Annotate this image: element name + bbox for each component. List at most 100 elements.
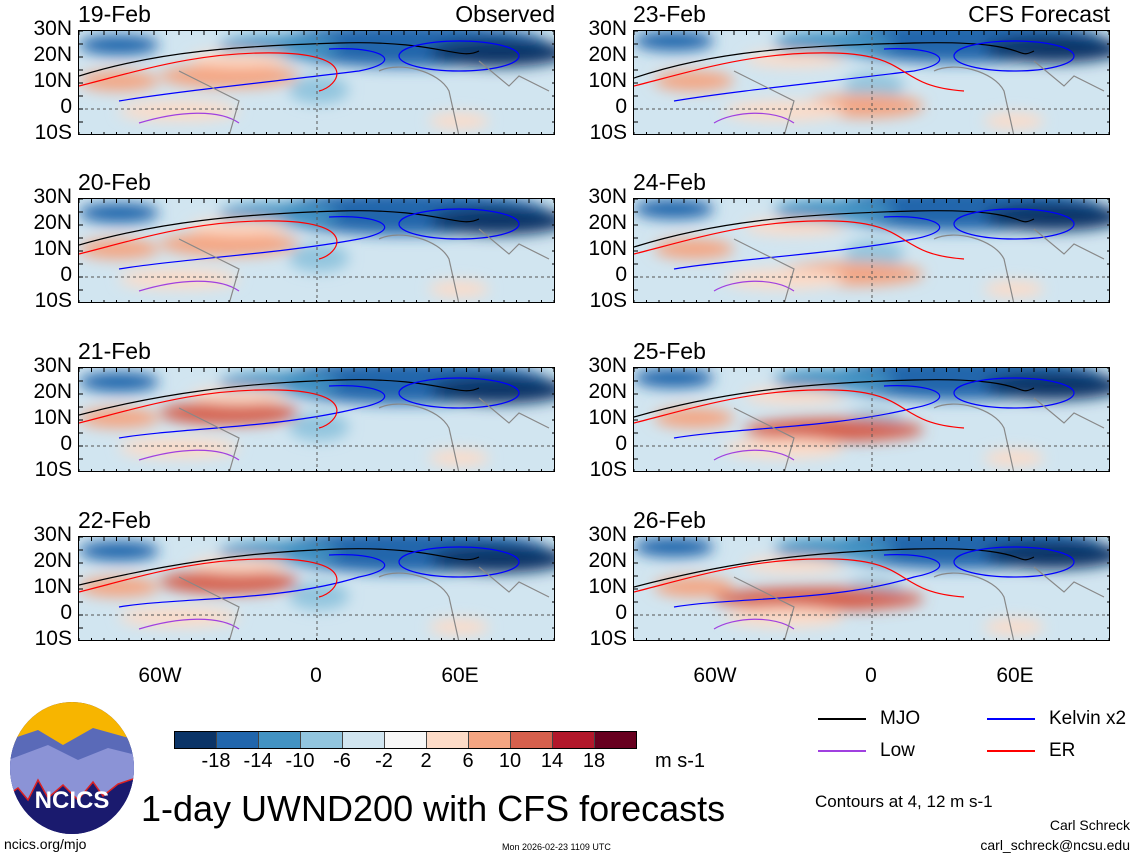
footer-timestamp: Mon 2026-02-23 1109 UTC [502,842,611,852]
wind-anomaly-blob [79,239,159,259]
lat-label: 30N [33,354,72,377]
wind-anomaly-blob [189,219,289,235]
lat-label: 0 [615,95,627,118]
low-contour [713,280,795,292]
wind-anomaly-blob [984,541,1109,569]
wind-anomaly-blob [79,408,159,428]
footer-email[interactable]: carl_schreck@ncsu.edu [980,837,1130,853]
wind-anomaly-blob [159,64,299,88]
er-contour [634,220,965,260]
wind-anomaly-blob [984,35,1109,63]
kelvin-contour [953,208,1075,240]
wind-anomaly-blob [79,71,159,91]
kelvin-contour [673,48,941,102]
wind-anomaly-blob [634,537,714,557]
map-panel [78,30,555,135]
wind-anomaly-blob [289,582,349,610]
footer-url[interactable]: ncics.org/mjo [4,836,87,852]
wind-anomaly-blob [159,232,299,256]
panel-date: 23-Feb [633,1,706,27]
lat-label: 0 [60,432,72,455]
wind-anomaly-blob [984,619,1044,635]
wind-anomaly-blob [429,376,554,404]
coastline [178,397,550,471]
lat-label: 20N [33,549,72,572]
colorbar-swatch [469,732,511,748]
coastline [733,228,1105,302]
panel-date: 20-Feb [78,169,151,195]
wind-anomaly-blob [429,545,554,573]
wind-anomaly-blob [119,607,239,627]
mjo-contour [634,210,1035,248]
colorbar-swatch [553,732,595,748]
map-panel [633,198,1110,303]
coastline [733,397,1105,471]
colorbar-tick: -18 [201,750,231,772]
kelvin-contour [118,554,386,608]
colorbar-tick: 6 [462,750,474,772]
kelvin-contour [673,554,941,608]
wind-anomaly-blob [119,101,239,121]
wind-anomaly-blob [744,219,844,235]
wind-anomaly-blob [79,577,159,597]
er-contour [79,389,338,429]
lat-label: 20N [33,43,72,66]
lon-label: 0 [865,664,877,687]
wind-anomaly-blob [79,203,159,223]
panel-title: CFS Forecast [968,1,1110,27]
wind-anomaly-blob [159,570,299,594]
low-contour [138,449,240,461]
low-contour [138,112,240,124]
wind-anomaly-blob [724,607,844,627]
lat-label: 20N [588,211,627,234]
lat-label: 10N [588,575,627,598]
kelvin-contour [118,216,386,270]
wind-anomaly-blob [429,113,489,129]
wind-anomaly-blob [79,372,159,392]
wind-anomaly-blob [289,413,349,441]
wind-anomaly-blob [774,199,894,223]
figure-title: 1-day UWND200 with CFS forecasts [141,788,726,829]
wind-anomaly-blob [654,239,734,259]
map-panel [633,367,1110,472]
er-contour [79,558,338,598]
contour-note: Contours at 4, 12 m s-1 [815,792,993,811]
panel-date: 19-Feb [78,1,151,27]
kelvin-contour [118,385,386,439]
wind-anomaly-blob [79,541,159,561]
wind-anomaly-blob [289,244,349,272]
mjo-contour [634,379,1035,418]
wind-anomaly-blob [744,557,844,573]
lat-label: 20N [33,380,72,403]
kelvin-contour [118,48,386,102]
kelvin-contour [398,546,520,578]
lat-label: 10N [33,237,72,260]
wind-anomaly-blob [844,72,904,100]
coastline [733,60,1105,134]
colorbar-tick: -6 [333,750,351,772]
lat-label: 10S [34,458,72,481]
lat-label: 20N [588,380,627,403]
colorbar-swatch [259,732,301,748]
wind-anomaly-blob [634,368,714,388]
lon-label: 60W [693,664,737,687]
wind-anomaly-blob [79,35,159,55]
wind-anomaly-blob [774,537,894,561]
panel-date: 25-Feb [633,338,706,364]
map-panel [78,367,555,472]
lat-label: 0 [615,263,627,286]
colorbar [174,731,637,749]
colorbar-swatch [427,732,469,748]
wind-anomaly-blob [634,31,714,51]
map-panel [78,198,555,303]
lat-label: 0 [60,601,72,624]
lat-label: 10S [34,121,72,144]
lat-label: 10N [588,406,627,429]
wind-anomaly-blob [119,269,239,289]
coastline [178,228,550,302]
lat-label: 10S [34,289,72,312]
kelvin-contour [953,546,1075,578]
colorbar-swatch [175,732,217,748]
lat-label: 30N [588,523,627,546]
low-contour [713,112,795,124]
